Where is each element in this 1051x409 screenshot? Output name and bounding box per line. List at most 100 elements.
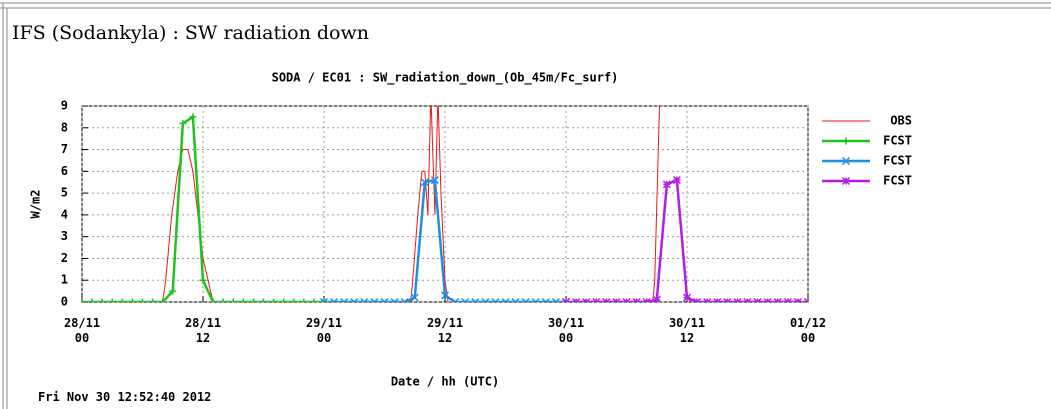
point-marker: [713, 297, 722, 302]
point-marker: [582, 297, 591, 302]
point-marker: [139, 298, 146, 302]
timestamp: Fri Nov 30 12:52:40 2012: [38, 390, 212, 404]
point-marker: [461, 297, 470, 302]
series-line: [82, 114, 324, 302]
point-marker: [501, 297, 510, 302]
point-marker: [672, 176, 681, 185]
legend-label: FCST: [883, 134, 912, 148]
point-marker: [723, 297, 732, 302]
point-marker: [169, 287, 177, 295]
x-axis-label: Date / hh (UTC): [391, 375, 499, 389]
point-marker: [793, 297, 802, 302]
point-marker: [260, 298, 267, 302]
point-marker: [300, 298, 308, 302]
point-marker: [592, 297, 601, 302]
page-title: IFS (Sodankyla) : SW radiation down: [12, 22, 369, 44]
point-marker: [88, 298, 96, 302]
point-marker: [471, 297, 480, 302]
point-marker: [108, 298, 116, 302]
point-marker: [642, 297, 651, 302]
y-tick-label: 4: [61, 207, 68, 221]
legend-marker: [841, 156, 851, 166]
x-tick-label: 30/11 00: [547, 316, 585, 345]
x-tick-label: 01/12 00: [789, 316, 827, 345]
point-marker: [803, 297, 808, 302]
point-marker: [541, 297, 550, 302]
point-marker: [159, 298, 167, 302]
point-marker: [662, 180, 671, 189]
point-marker: [511, 297, 520, 302]
y-tick-label: 6: [61, 164, 68, 178]
point-marker: [199, 276, 207, 284]
point-marker: [682, 293, 692, 302]
x-tick-label: 29/11 12: [426, 316, 464, 345]
point-marker: [330, 297, 339, 302]
legend-marker: [841, 176, 851, 186]
point-marker: [531, 297, 540, 302]
point-marker: [229, 298, 237, 302]
point-marker: [82, 298, 86, 302]
y-tick-label: 7: [61, 142, 68, 156]
legend-label: FCST: [883, 174, 912, 188]
point-marker: [118, 298, 126, 302]
point-marker: [481, 297, 490, 302]
point-marker: [340, 297, 349, 302]
legend-label: FCST: [883, 154, 912, 168]
point-marker: [440, 291, 450, 300]
point-marker: [98, 298, 106, 302]
point-marker: [420, 178, 429, 187]
point-marker: [491, 297, 500, 302]
point-marker: [602, 297, 611, 302]
point-marker: [521, 297, 530, 302]
point-marker: [632, 297, 641, 302]
point-marker: [270, 298, 278, 302]
point-marker: [410, 293, 419, 302]
point-marker: [783, 297, 792, 302]
point-marker: [280, 298, 288, 302]
legend-marker: [842, 137, 850, 145]
x-tick-label: 28/11 00: [63, 316, 101, 345]
point-marker: [380, 297, 389, 302]
legend-label: OBS: [890, 114, 912, 128]
point-marker: [652, 295, 661, 302]
point-marker: [551, 297, 560, 302]
point-marker: [290, 298, 298, 302]
point-marker: [703, 297, 712, 302]
point-marker: [733, 297, 742, 302]
chart-title: SODA / EC01 : SW_radiation_down_(Ob_45m/…: [272, 71, 619, 86]
y-tick-label: 5: [61, 186, 68, 200]
point-marker: [572, 297, 581, 302]
point-marker: [239, 298, 247, 302]
y-axis-label: W/m2: [29, 190, 43, 219]
point-marker: [390, 297, 399, 302]
point-marker: [773, 297, 782, 302]
point-marker: [370, 297, 379, 302]
point-marker: [360, 297, 369, 302]
point-marker: [400, 297, 409, 302]
point-marker: [149, 298, 157, 302]
point-marker: [350, 297, 359, 302]
point-marker: [743, 297, 752, 302]
point-marker: [622, 297, 631, 302]
point-marker: [179, 119, 187, 127]
y-tick-label: 9: [61, 99, 68, 113]
point-marker: [451, 297, 460, 302]
point-marker: [209, 298, 217, 302]
point-marker: [763, 297, 772, 302]
series-line: [82, 106, 660, 302]
x-tick-label: 29/11 00: [305, 316, 343, 345]
x-tick-label: 30/11 12: [668, 316, 706, 345]
point-marker: [430, 176, 439, 185]
point-marker: [612, 297, 621, 302]
point-marker: [189, 113, 197, 121]
point-marker: [319, 297, 329, 302]
plot-area: [82, 106, 808, 302]
point-marker: [310, 298, 318, 302]
point-marker: [320, 298, 328, 302]
point-marker: [561, 297, 571, 302]
x-tick-label: 28/11 12: [184, 316, 222, 345]
y-tick-label: 2: [61, 251, 68, 265]
point-marker: [753, 297, 762, 302]
